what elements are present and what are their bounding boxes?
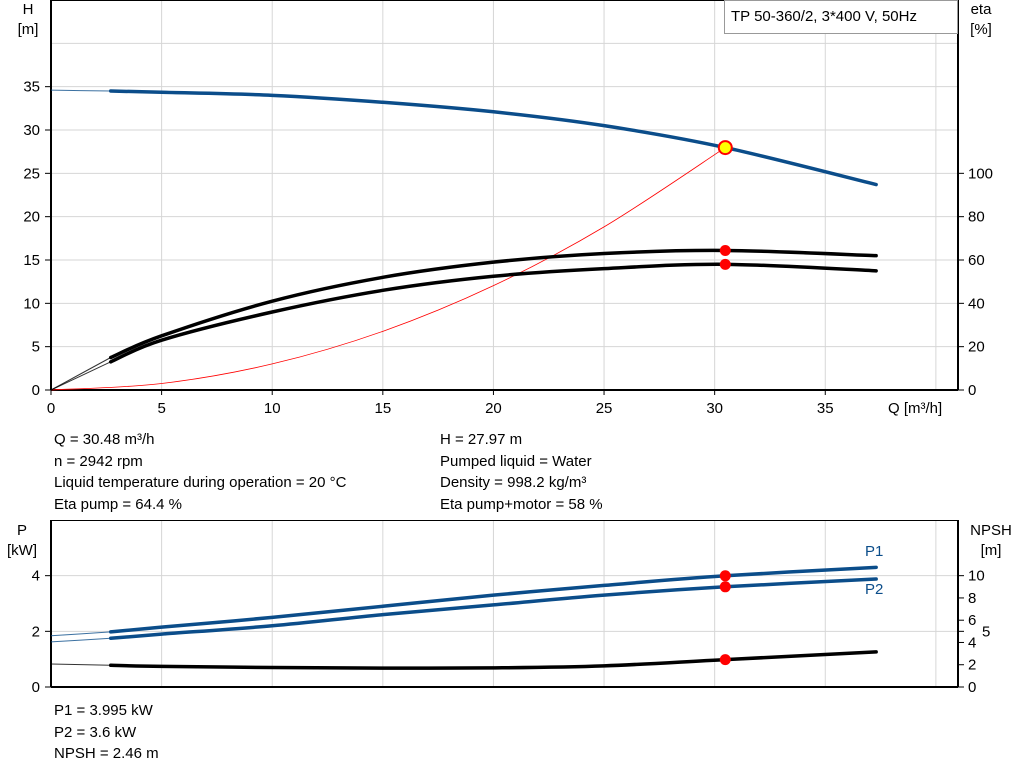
grid — [51, 0, 958, 687]
npsh-tick-label: 4 — [968, 634, 976, 651]
info-eta-pump-motor: Eta pump+motor = 58 % — [440, 495, 603, 513]
p2-curve-extrapolated — [50, 637, 111, 643]
y-right-label-top-2: [%] — [970, 21, 992, 38]
y-right-tick-label: 40 — [968, 295, 985, 312]
y-right-label-bottom-2: [m] — [981, 542, 1002, 559]
npsh-tick-label: 0 — [968, 679, 976, 696]
markers — [717, 140, 733, 666]
info-speed: n = 2942 rpm — [54, 452, 143, 470]
y-left-tick-label: 35 — [23, 79, 40, 96]
eta-pump-marker — [719, 244, 731, 256]
eta-pump-curve-extrapolated — [50, 357, 111, 391]
x-tick-label: 15 — [374, 400, 391, 417]
info-h: H = 27.97 m — [440, 431, 523, 448]
head-curve-extrapolated — [50, 89, 111, 92]
y-left-label-top-2: [m] — [18, 21, 39, 38]
npsh-marker — [719, 654, 731, 666]
y-right-tick-label: 60 — [968, 252, 985, 269]
x-tick-label: 5 — [157, 400, 165, 417]
y-left-tick-label: 15 — [23, 252, 40, 269]
curves — [50, 89, 878, 670]
y-left-tick-label: 0 — [32, 382, 40, 399]
system-curve — [50, 147, 726, 391]
npsh-curve-extrapolated — [50, 663, 111, 666]
p1-curve-extrapolated — [50, 631, 111, 637]
info-left: Q = 30.48 m³/h n = 2942 rpm Liquid tempe… — [54, 429, 346, 515]
info-npsh: NPSH = 2.46 m — [54, 745, 159, 762]
labels: H [m] eta [%] Q [m³/h] P [kW] NPSH [m] P… — [7, 1, 1012, 598]
info-right: H = 27.97 m Pumped liquid = Water Densit… — [440, 429, 603, 515]
y-left-tick-label: 10 — [23, 295, 40, 312]
npsh-tick-label: 2 — [968, 657, 976, 674]
x-axis-label: Q [m³/h] — [888, 400, 942, 417]
y-left-tick-label: 20 — [23, 209, 40, 226]
info-p2: P2 = 3.6 kW — [54, 723, 137, 741]
info-temperature: Liquid temperature during operation = 20… — [54, 474, 347, 491]
p2-series-label: P2 — [865, 581, 883, 598]
axes: 0 5 10 15 20 25 30 3505101520253035020406080100… — [23, 0, 993, 696]
y-left-label-bottom-2: [kW] — [7, 542, 37, 559]
info-p1: P1 = 3.995 kW — [54, 702, 153, 719]
p-tick-label: 4 — [32, 568, 40, 585]
info-bottom: P1 = 3.995 kW P2 = 3.6 kW NPSH = 2.46 m — [54, 700, 159, 765]
x-tick-label: 35 — [817, 400, 834, 417]
y-left-tick-label: 5 — [32, 339, 40, 356]
x-tick-label: 20 — [485, 400, 502, 417]
y-left-tick-label: 30 — [23, 122, 40, 139]
eta-pump-motor-marker — [719, 258, 731, 270]
eta-pump-motor-curve-extrapolated — [50, 361, 111, 391]
y-right-label-top-1: eta — [971, 1, 993, 18]
y-right-tick-label: 100 — [968, 165, 993, 182]
info-liquid: Pumped liquid = Water — [440, 452, 592, 470]
y-right-tick-label: 0 — [968, 382, 976, 399]
info-eta-pump: Eta pump = 64.4 % — [54, 495, 182, 513]
p1-marker — [719, 570, 731, 582]
npsh-tick-label: 5 — [982, 623, 990, 640]
info-q: Q = 30.48 m³/h — [54, 431, 155, 448]
y-right-label-bottom-1: NPSH — [970, 522, 1012, 539]
p2-marker — [719, 581, 731, 593]
info-density: Density = 998.2 kg/m³ — [440, 474, 587, 491]
npsh-tick-label: 8 — [968, 590, 976, 607]
npsh-tick-label: 10 — [968, 568, 985, 585]
p1-series-label: P1 — [865, 543, 883, 560]
y-left-label-top-1: H — [23, 1, 34, 18]
x-tick-label: 10 — [264, 400, 281, 417]
p-tick-label: 0 — [32, 679, 40, 696]
npsh-tick-label: 6 — [968, 612, 976, 629]
y-right-tick-label: 20 — [968, 339, 985, 356]
p-tick-label: 2 — [32, 623, 40, 640]
title-box — [724, 0, 958, 34]
y-left-tick-label: 25 — [23, 165, 40, 182]
x-tick-label: 30 — [706, 400, 723, 417]
duty-point-marker — [717, 140, 733, 156]
y-right-tick-label: 80 — [968, 209, 985, 226]
x-tick-label: 0 — [47, 400, 55, 417]
x-tick-label: 25 — [596, 400, 613, 417]
chart-title: TP 50-360/2, 3*400 V, 50Hz — [731, 8, 917, 25]
y-left-label-bottom-1: P — [17, 522, 27, 539]
